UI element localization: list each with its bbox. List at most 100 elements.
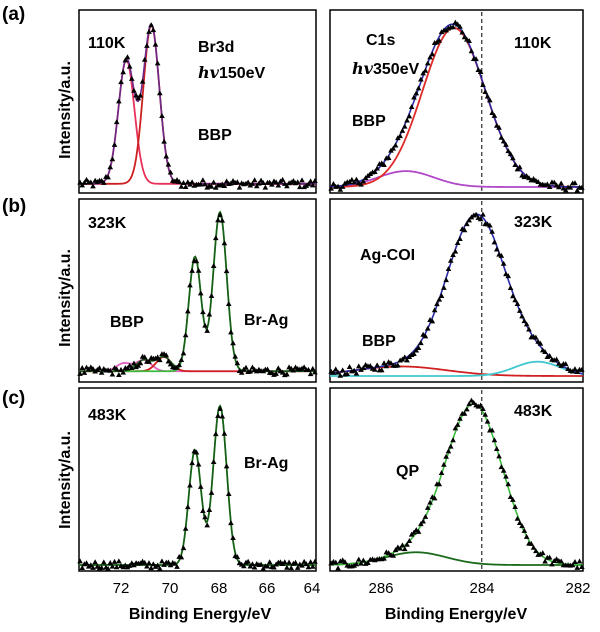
data-point-a-right: [484, 93, 491, 99]
data-point-b-left: [157, 357, 163, 363]
data-point-c-right: [335, 565, 341, 571]
data-point-a-right: [342, 180, 348, 186]
bbp-label-b-left: BBP: [110, 314, 144, 331]
data-point-b-right: [521, 318, 528, 324]
data-point-a-left: [210, 179, 217, 185]
data-point-a-left: [109, 156, 116, 162]
data-point-a-left: [133, 92, 139, 98]
data-point-a-left: [260, 179, 267, 185]
panel-frame-b-right: [329, 198, 584, 383]
series-line-b-left-2: [79, 210, 316, 373]
data-point-b-right: [339, 367, 346, 373]
svg-text:hv150eV: hv150eV: [198, 63, 266, 82]
data-point-a-right: [397, 133, 403, 139]
data-point-b-left: [279, 369, 286, 375]
data-point-b-right: [572, 366, 578, 372]
data-point-c-right: [500, 467, 507, 473]
ylabel-a: Intensity/a.u.: [57, 61, 74, 159]
data-point-c-right: [358, 560, 364, 566]
data-point-a-right: [418, 76, 424, 82]
data-point-b-right: [383, 363, 390, 369]
data-point-a-left: [128, 75, 135, 81]
data-point-c-right: [404, 541, 410, 547]
data-point-c-right: [457, 415, 463, 421]
data-point-c-left: [299, 562, 305, 568]
data-point-a-right: [360, 178, 367, 184]
data-point-b-left: [195, 267, 202, 273]
data-point-b-left: [221, 240, 228, 246]
data-point-b-left: [79, 365, 86, 371]
data-point-c-right: [422, 513, 429, 519]
data-point-c-right: [528, 540, 535, 546]
data-point-a-left: [161, 138, 167, 144]
data-point-c-left: [215, 412, 221, 418]
data-point-c-left: [172, 560, 178, 566]
data-point-b-left: [189, 267, 195, 273]
data-point-a-left: [262, 184, 269, 190]
data-point-b-right: [487, 222, 493, 228]
data-point-a-right: [505, 148, 512, 154]
data-point-b-left: [230, 340, 236, 346]
data-point-c-right: [482, 411, 489, 417]
x-tick-64: 64: [304, 580, 321, 597]
data-point-c-left: [251, 564, 258, 570]
data-point-a-left: [141, 56, 148, 62]
data-point-a-left: [208, 183, 215, 189]
data-point-b-left: [146, 358, 152, 364]
data-point-a-left: [273, 179, 279, 185]
data-point-c-left: [107, 559, 114, 565]
panel-b-right: [328, 201, 585, 380]
data-point-c-left: [221, 430, 228, 436]
data-point-b-right: [443, 277, 449, 283]
photon-energy-a-left: 150eV: [219, 65, 266, 82]
data-point-c-right: [512, 503, 518, 509]
data-point-c-right: [516, 520, 523, 526]
data-point-a-right: [374, 165, 380, 171]
data-point-c-left: [157, 565, 163, 571]
data-point-b-left: [223, 268, 230, 274]
data-point-a-right: [404, 117, 410, 123]
data-point-c-left: [303, 561, 310, 567]
data-point-a-left: [146, 28, 152, 34]
data-point-b-right: [500, 260, 507, 266]
data-point-c-right: [461, 410, 468, 416]
data-point-c-right: [436, 481, 443, 487]
data-point-b-right: [464, 221, 470, 227]
data-point-c-left: [193, 449, 200, 455]
data-point-b-right: [388, 360, 394, 366]
x-tick-70: 70: [162, 580, 179, 597]
data-point-c-left: [197, 483, 204, 489]
row-label-a: (a): [2, 4, 25, 25]
data-point-a-right: [401, 123, 408, 129]
data-point-a-right: [328, 185, 334, 191]
svg-text:hv350eV: hv350eV: [352, 59, 420, 78]
data-point-c-left: [174, 563, 180, 569]
data-point-b-right: [477, 216, 484, 222]
x-tick-282: 282: [565, 580, 590, 597]
data-point-b-left: [120, 369, 126, 375]
data-point-c-right: [445, 448, 452, 454]
data-point-a-left: [139, 78, 146, 84]
data-point-c-left: [241, 563, 247, 569]
data-point-c-left: [292, 559, 299, 565]
data-point-c-left: [266, 559, 273, 565]
data-point-b-right: [438, 292, 445, 298]
data-point-a-left: [113, 119, 120, 125]
data-point-a-right: [556, 184, 562, 190]
data-point-c-left: [79, 564, 86, 570]
data-point-b-left: [131, 360, 137, 366]
data-point-b-left: [187, 282, 193, 288]
data-point-c-right: [484, 418, 491, 424]
data-point-a-right: [551, 179, 558, 185]
data-point-b-right: [346, 364, 353, 370]
data-point-a-right: [498, 134, 505, 140]
data-point-c-left: [88, 562, 94, 568]
labels-c-left: 483K Br-Ag: [88, 407, 288, 472]
data-point-c-right: [572, 559, 578, 565]
data-point-b-right: [450, 251, 456, 257]
data-point-a-left: [165, 161, 172, 167]
data-point-a-right: [337, 186, 344, 192]
data-point-b-right: [395, 362, 401, 368]
data-point-a-right: [424, 60, 431, 66]
